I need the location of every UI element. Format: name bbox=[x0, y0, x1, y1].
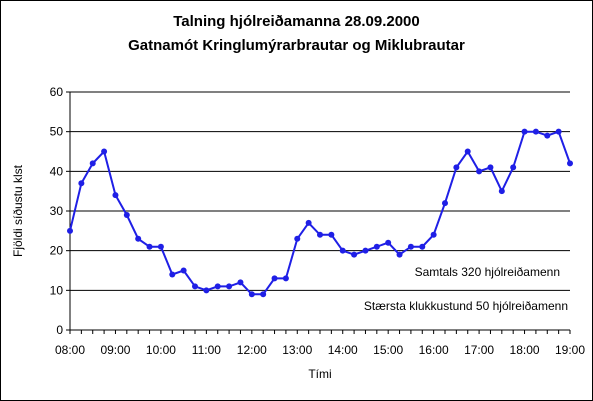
x-tick-label: 10:00 bbox=[146, 343, 176, 357]
x-axis-label: Tími bbox=[308, 367, 331, 381]
data-point bbox=[453, 164, 460, 171]
data-point bbox=[396, 251, 403, 258]
y-tick-label: 20 bbox=[50, 244, 64, 258]
data-point bbox=[248, 291, 255, 298]
data-point bbox=[385, 239, 392, 246]
x-tick-label: 13:00 bbox=[282, 343, 312, 357]
data-point bbox=[407, 243, 414, 250]
data-point bbox=[260, 291, 267, 298]
x-tick-label: 09:00 bbox=[100, 343, 130, 357]
data-point bbox=[328, 231, 335, 238]
y-tick-label: 50 bbox=[50, 125, 64, 139]
data-point bbox=[294, 235, 301, 242]
data-point bbox=[101, 148, 108, 155]
data-point bbox=[78, 180, 85, 187]
data-point bbox=[226, 283, 233, 290]
y-axis-label: Fjöldi síðustu klst bbox=[11, 164, 25, 257]
data-point bbox=[351, 251, 358, 258]
gridlines bbox=[70, 91, 570, 291]
x-tick-label: 16:00 bbox=[419, 343, 449, 357]
x-tick-label: 08:00 bbox=[55, 343, 85, 357]
chart-subtitle: Gatnamót Kringlumýrarbrautar og Miklubra… bbox=[128, 37, 465, 54]
annotation-total: Samtals 320 hjólreiðamenn bbox=[415, 265, 560, 279]
x-tick-labels: 08:00 09:00 10:00 11:00 12:00 13:00 14:00 15:00… bbox=[55, 343, 585, 357]
x-tick-label: 11:00 bbox=[192, 343, 221, 357]
y-tick-label: 40 bbox=[50, 164, 64, 178]
data-point bbox=[203, 287, 210, 294]
data-point bbox=[373, 243, 380, 250]
data-point bbox=[305, 219, 312, 226]
data-point bbox=[362, 247, 369, 254]
data-point bbox=[510, 164, 517, 171]
data-point bbox=[214, 283, 221, 290]
data-point bbox=[339, 247, 346, 254]
data-point bbox=[180, 267, 187, 274]
data-point bbox=[498, 188, 505, 195]
data-point bbox=[442, 200, 448, 207]
data-point bbox=[123, 211, 130, 218]
y-tick-labels: 0 10 20 30 40 50 60 bbox=[50, 85, 64, 337]
data-point bbox=[487, 164, 494, 171]
x-tick-label: 15:00 bbox=[373, 343, 403, 357]
data-point bbox=[464, 148, 471, 155]
y-tick-label: 30 bbox=[50, 204, 64, 218]
data-point bbox=[271, 275, 278, 282]
series bbox=[67, 128, 573, 298]
data-point bbox=[192, 283, 198, 290]
x-tick-label: 18:00 bbox=[510, 343, 540, 357]
data-point bbox=[146, 243, 153, 250]
y-tick-label: 0 bbox=[56, 323, 63, 337]
data-point bbox=[567, 160, 573, 167]
x-tick-label: 17:00 bbox=[464, 343, 494, 357]
data-point bbox=[237, 279, 244, 286]
axes bbox=[66, 91, 571, 334]
data-point bbox=[555, 128, 562, 135]
data-point bbox=[521, 128, 528, 135]
data-point bbox=[282, 275, 289, 282]
y-tick-label: 60 bbox=[50, 85, 64, 99]
data-point bbox=[419, 243, 426, 250]
data-point bbox=[135, 235, 142, 242]
data-point bbox=[476, 168, 483, 175]
x-tick-label: 14:00 bbox=[328, 343, 358, 357]
x-tick-label: 19:00 bbox=[555, 343, 585, 357]
y-tick-label: 10 bbox=[50, 283, 64, 297]
data-point bbox=[169, 271, 176, 278]
annotation-peak-hour: Stærsta klukkustund 50 hjólreiðamenn bbox=[364, 299, 568, 313]
chart-title: Talning hjólreiðamanna 28.09.2000 bbox=[173, 13, 420, 30]
data-point bbox=[544, 132, 551, 139]
data-point bbox=[317, 231, 323, 238]
x-tick-label: 12:00 bbox=[237, 343, 267, 357]
data-point bbox=[430, 231, 437, 238]
data-point bbox=[67, 227, 73, 234]
data-point bbox=[532, 128, 539, 135]
data-point bbox=[112, 192, 119, 199]
data-point bbox=[89, 160, 96, 167]
data-point bbox=[157, 243, 164, 250]
